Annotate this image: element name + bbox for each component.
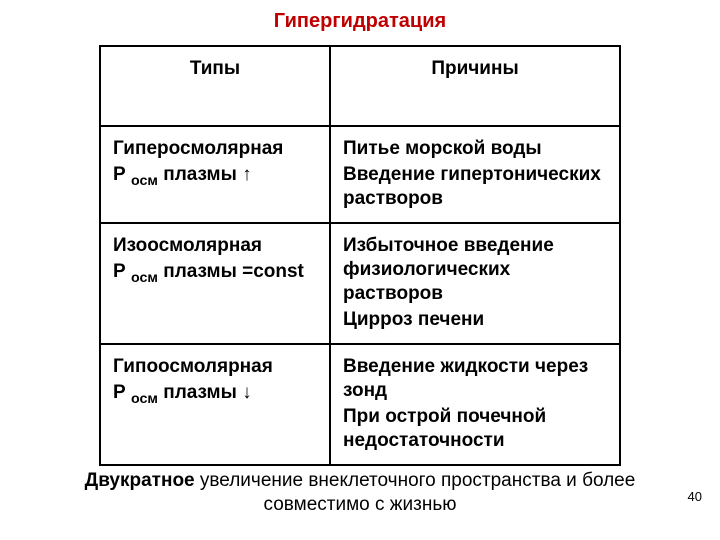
- type-formula-prefix: Р: [113, 382, 131, 403]
- type-formula-prefix: Р: [113, 164, 131, 185]
- type-formula: Р осм плазмы ↓: [113, 381, 317, 409]
- cell-type: Гиперосмолярная Р осм плазмы ↑: [100, 126, 330, 223]
- table-row: Изоосмолярная Р осм плазмы =const Избыто…: [100, 223, 620, 344]
- cause-item: При острой почечной недостаточности: [343, 405, 607, 453]
- footer-line1-rest: увеличение внеклеточного пространства и …: [195, 470, 636, 491]
- cell-causes: Избыточное введение физиологических раст…: [330, 223, 620, 344]
- types-causes-table: Типы Причины Гиперосмолярная Р осм плазм…: [99, 45, 621, 466]
- cell-type: Гипоосмолярная Р осм плазмы ↓: [100, 344, 330, 465]
- type-formula-after: плазмы ↑: [158, 164, 252, 185]
- footer-line2: совместимо с жизнью: [264, 494, 457, 515]
- type-formula-sub: осм: [131, 270, 158, 286]
- type-name: Изоосмолярная: [113, 234, 317, 258]
- cell-causes: Введение жидкости через зонд При острой …: [330, 344, 620, 465]
- type-formula-prefix: Р: [113, 261, 131, 282]
- slide: Гипергидратация Типы Причины Гиперосмоля…: [0, 0, 720, 540]
- footer-lead: Двукратное: [85, 470, 195, 491]
- type-name: Гиперосмолярная: [113, 137, 317, 161]
- type-formula: Р осм плазмы ↑: [113, 163, 317, 191]
- type-formula: Р осм плазмы =const: [113, 260, 317, 288]
- type-formula-after: плазмы ↓: [158, 382, 252, 403]
- page-number: 40: [688, 489, 702, 504]
- slide-title: Гипергидратация: [30, 10, 690, 33]
- footer-text: Двукратное увеличение внеклеточного прос…: [0, 469, 720, 518]
- type-formula-after: плазмы =const: [158, 261, 304, 282]
- cell-causes: Питье морской воды Введение гипертоничес…: [330, 126, 620, 223]
- cause-item: Введение жидкости через зонд: [343, 355, 607, 403]
- table-header-row: Типы Причины: [100, 46, 620, 126]
- table-row: Гиперосмолярная Р осм плазмы ↑ Питье мор…: [100, 126, 620, 223]
- cause-item: Питье морской воды: [343, 137, 607, 161]
- cause-item: Цирроз печени: [343, 308, 607, 332]
- cell-type: Изоосмолярная Р осм плазмы =const: [100, 223, 330, 344]
- cause-item: Введение гипертонических растворов: [343, 163, 607, 211]
- type-formula-sub: осм: [131, 391, 158, 407]
- type-formula-sub: осм: [131, 173, 158, 189]
- type-name: Гипоосмолярная: [113, 355, 317, 379]
- header-types: Типы: [100, 46, 330, 126]
- cause-item: Избыточное введение физиологических раст…: [343, 234, 607, 305]
- table-row: Гипоосмолярная Р осм плазмы ↓ Введение ж…: [100, 344, 620, 465]
- header-causes: Причины: [330, 46, 620, 126]
